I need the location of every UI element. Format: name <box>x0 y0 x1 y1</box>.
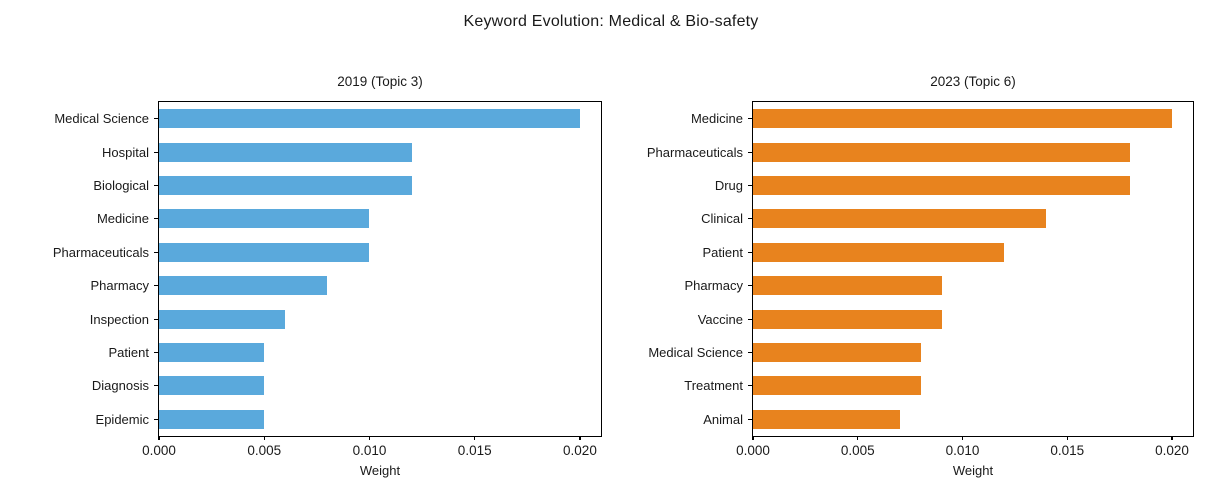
y-axis-label: Biological <box>93 178 149 193</box>
y-axis-label: Drug <box>714 178 743 193</box>
y-tick <box>154 118 159 120</box>
x-tick-label: 0.015 <box>1050 443 1085 458</box>
x-tick-label: 0.010 <box>352 443 387 458</box>
x-tick-label: 0.020 <box>563 443 597 458</box>
y-axis-label: Pharmacy <box>90 278 149 294</box>
y-tick <box>154 351 159 354</box>
bar <box>753 343 921 362</box>
y-tick <box>748 318 753 320</box>
x-tick-label: 0.015 <box>457 443 492 458</box>
bar <box>753 142 1131 162</box>
chart-2023-topic6: 2023 (Topic 6) Medicine Pharmaceuticals Dru… <box>647 74 1194 478</box>
y-axis-label: Clinical <box>701 211 743 227</box>
y-axis-label: Medicine <box>96 211 149 227</box>
x-tick <box>158 436 160 440</box>
bar <box>753 309 942 329</box>
x-tick-label: 0.005 <box>840 443 875 458</box>
bar <box>159 309 286 329</box>
bar <box>753 176 1131 195</box>
x-tick <box>961 436 964 440</box>
y-tick <box>748 251 753 253</box>
y-tick <box>748 351 753 354</box>
bar <box>159 376 265 396</box>
y-axis-label: Medical Science <box>648 345 743 360</box>
y-tick <box>154 385 159 387</box>
y-tick <box>748 118 753 120</box>
y-tick <box>748 285 753 287</box>
x-tick-label: 0.020 <box>1155 443 1189 458</box>
y-tick <box>748 218 753 220</box>
bar <box>159 209 370 229</box>
bar <box>159 276 328 296</box>
y-tick <box>748 184 753 187</box>
x-tick-label: 0.000 <box>142 443 176 458</box>
x-tick <box>579 436 581 440</box>
y-tick <box>748 151 753 153</box>
y-axis-label: Pharmaceuticals <box>646 144 743 160</box>
y-tick <box>154 251 159 253</box>
x-tick <box>1066 436 1068 440</box>
y-axis-label: Animal <box>703 411 743 427</box>
y-axis-label: Epidemic <box>95 411 149 427</box>
bar <box>753 209 1047 229</box>
y-axis-label: Inspection <box>89 311 149 327</box>
x-tick-label: 0.010 <box>945 443 980 458</box>
x-tick <box>474 436 476 440</box>
y-axis-label: Vaccine <box>697 311 743 327</box>
x-tick <box>1171 436 1173 440</box>
x-axis-title: Weight <box>952 463 994 478</box>
bar <box>753 409 900 429</box>
x-tick <box>368 436 371 440</box>
bar <box>753 109 1173 129</box>
y-axis-label: Diagnosis <box>91 378 149 394</box>
x-tick <box>263 436 265 440</box>
bar <box>159 142 412 162</box>
bar <box>159 242 370 262</box>
bar <box>753 242 1005 262</box>
x-tick-label: 0.000 <box>736 443 770 458</box>
figure-title: Keyword Evolution: Medical & Bio-safety <box>463 13 759 30</box>
y-axis-label: Pharmaceuticals <box>52 244 149 260</box>
bar <box>753 276 942 296</box>
y-axis-label: Medicine <box>690 111 743 127</box>
y-tick <box>154 218 159 220</box>
x-axis-title: Weight <box>359 463 401 478</box>
bar <box>159 176 412 195</box>
x-tick-label: 0.005 <box>247 443 282 458</box>
subplot-title: 2023 (Topic 6) <box>930 74 1016 89</box>
x-tick <box>752 436 754 440</box>
y-axis-label: Patient <box>108 345 149 360</box>
subplot-title: 2019 (Topic 3) <box>337 74 423 89</box>
y-axis-label: Patient <box>702 244 743 260</box>
chart-2019-topic3: 2019 (Topic 3) Medical Science Hospital Bio… <box>53 74 602 478</box>
y-tick <box>154 285 159 287</box>
bar <box>159 409 265 429</box>
y-tick <box>748 418 753 420</box>
y-tick <box>154 418 159 420</box>
y-axis-label: Pharmacy <box>684 278 743 294</box>
bar <box>159 343 265 362</box>
y-tick <box>154 151 159 153</box>
bar <box>159 109 580 129</box>
y-axis-label: Treatment <box>684 378 743 394</box>
y-tick <box>748 385 753 387</box>
x-tick <box>857 436 859 440</box>
y-axis-label: Hospital <box>102 144 149 160</box>
y-tick <box>154 184 159 187</box>
y-axis-label: Medical Science <box>54 111 149 127</box>
y-tick <box>154 318 159 320</box>
bar <box>753 376 921 396</box>
